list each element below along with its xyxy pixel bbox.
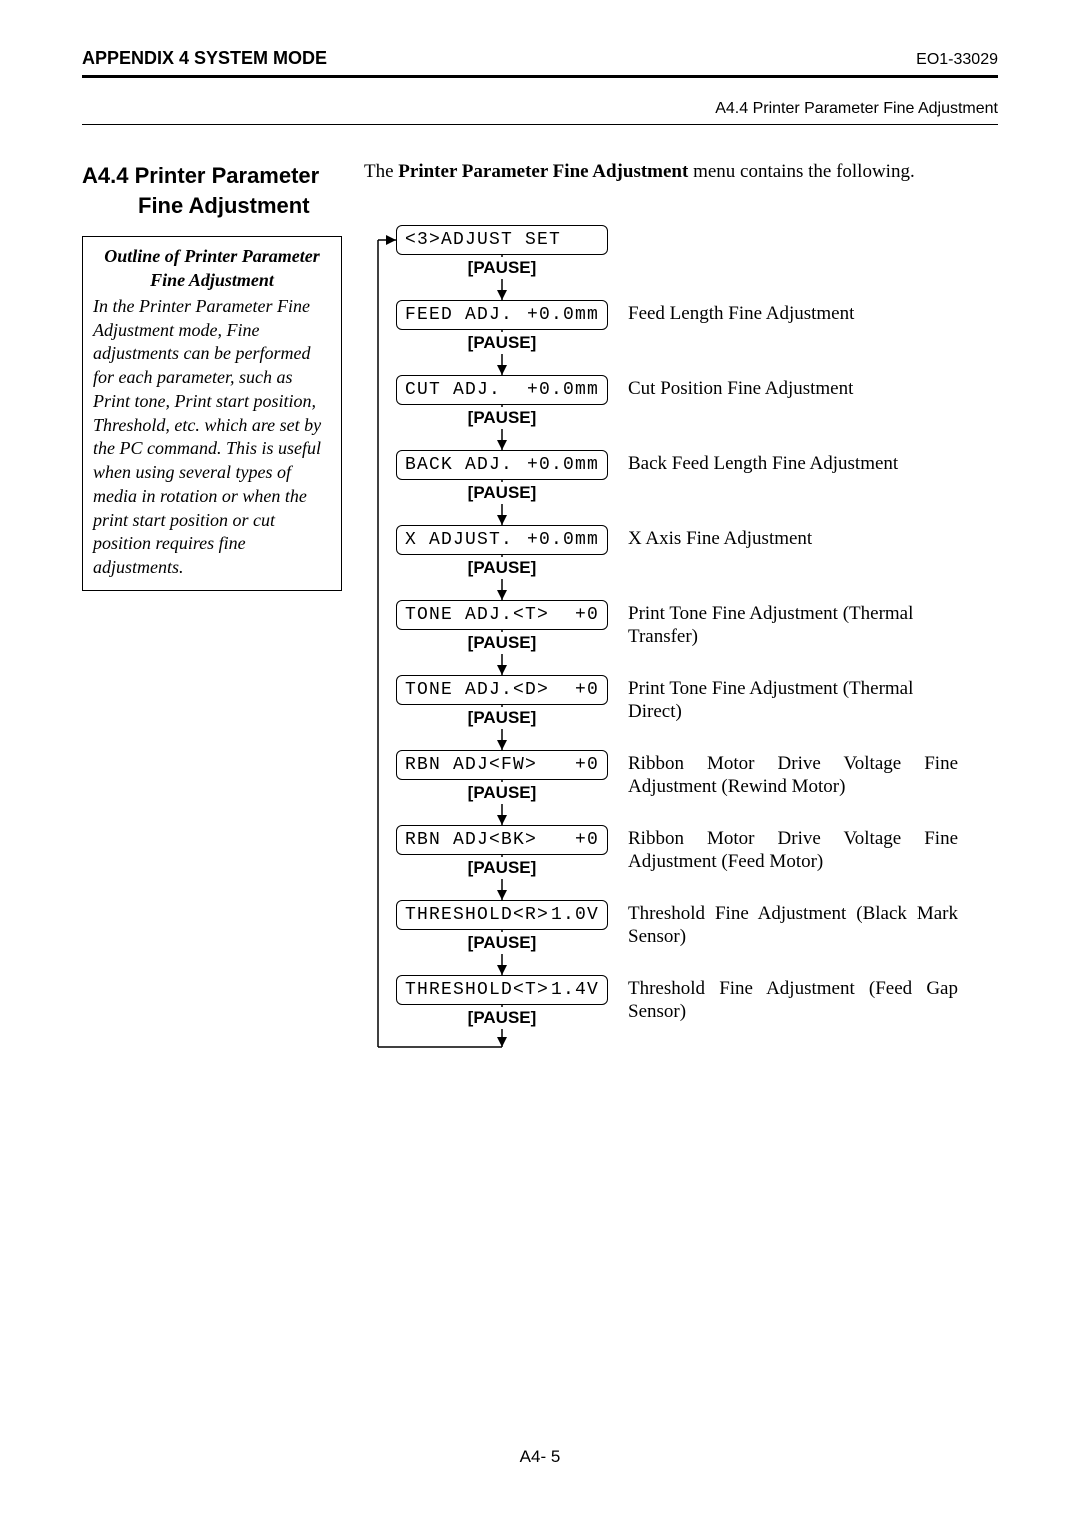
lcd-text-left: RBN ADJ<BK> bbox=[405, 826, 537, 854]
step-description: Ribbon Motor Drive Voltage Fine Adjustme… bbox=[628, 752, 958, 798]
step-description: Print Tone Fine Adjustment (Thermal Tran… bbox=[628, 602, 958, 648]
lcd-text-left: FEED ADJ. bbox=[405, 301, 513, 329]
lcd-text-left: TONE ADJ.<T> bbox=[405, 601, 549, 629]
pause-label: [PAUSE] bbox=[396, 407, 608, 429]
lcd-text-left: <3>ADJUST SET bbox=[405, 226, 561, 254]
lcd-text-left: TONE ADJ.<D> bbox=[405, 676, 549, 704]
header-appendix: APPENDIX 4 SYSTEM MODE bbox=[82, 48, 327, 69]
step-description: Threshold Fine Adjustment (Black Mark Se… bbox=[628, 902, 958, 948]
lcd-display: RBN ADJ<BK> +0 bbox=[396, 825, 608, 855]
intro-post: menu contains the following. bbox=[688, 161, 914, 182]
header-rule-thick bbox=[82, 75, 998, 78]
outline-title-l2: Fine Adjustment bbox=[150, 270, 274, 290]
header-rule-thin bbox=[82, 124, 998, 125]
lcd-text-right: +0 bbox=[575, 826, 599, 854]
lcd-text-left: X ADJUST. bbox=[405, 526, 513, 554]
lcd-display: BACK ADJ. +0.0mm bbox=[396, 450, 608, 480]
outline-box: Outline of Printer Parameter Fine Adjust… bbox=[82, 236, 342, 591]
intro-bold: Printer Parameter Fine Adjustment bbox=[398, 161, 688, 182]
step-description: Threshold Fine Adjustment (Feed Gap Sens… bbox=[628, 977, 958, 1023]
lcd-text-left: CUT ADJ. bbox=[405, 376, 501, 404]
pause-label: [PAUSE] bbox=[396, 332, 608, 354]
step-description: X Axis Fine Adjustment bbox=[628, 527, 958, 550]
pause-label: [PAUSE] bbox=[396, 557, 608, 579]
pause-label: [PAUSE] bbox=[396, 632, 608, 654]
lcd-display: THRESHOLD<R>1.0V bbox=[396, 900, 608, 930]
intro-pre: The bbox=[364, 161, 398, 182]
flow-arrows-svg bbox=[364, 225, 984, 1095]
lcd-text-right: +0.0mm bbox=[527, 526, 599, 554]
lcd-display: RBN ADJ<FW> +0 bbox=[396, 750, 608, 780]
pause-label: [PAUSE] bbox=[396, 707, 608, 729]
outline-title-l1: Outline of Printer Parameter bbox=[104, 246, 320, 266]
step-description: Print Tone Fine Adjustment (Thermal Dire… bbox=[628, 677, 958, 723]
intro-text: The Printer Parameter Fine Adjustment me… bbox=[364, 161, 998, 183]
step-description: Ribbon Motor Drive Voltage Fine Adjustme… bbox=[628, 827, 958, 873]
lcd-display: FEED ADJ. +0.0mm bbox=[396, 300, 608, 330]
lcd-text-left: BACK ADJ. bbox=[405, 451, 513, 479]
lcd-display: THRESHOLD<T>1.4V bbox=[396, 975, 608, 1005]
lcd-text-right: 1.0V bbox=[551, 901, 599, 929]
page-number: A4- 5 bbox=[0, 1447, 1080, 1467]
lcd-display: X ADJUST. +0.0mm bbox=[396, 525, 608, 555]
lcd-display: <3>ADJUST SET bbox=[396, 225, 608, 255]
pause-label: [PAUSE] bbox=[396, 257, 608, 279]
pause-label: [PAUSE] bbox=[396, 1007, 608, 1029]
lcd-text-left: THRESHOLD<T> bbox=[405, 976, 549, 1004]
pause-label: [PAUSE] bbox=[396, 482, 608, 504]
section-heading-line2: Fine Adjustment bbox=[82, 193, 310, 218]
section-heading: A4.4 Printer Parameter Fine Adjustment bbox=[82, 161, 342, 220]
step-description: Back Feed Length Fine Adjustment bbox=[628, 452, 958, 475]
lcd-text-right: +0.0mm bbox=[527, 301, 599, 329]
lcd-display: TONE ADJ.<T> +0 bbox=[396, 600, 608, 630]
lcd-display: TONE ADJ.<D> +0 bbox=[396, 675, 608, 705]
lcd-text-right: +0 bbox=[575, 751, 599, 779]
outline-body: In the Printer Parameter Fine Adjustment… bbox=[93, 295, 331, 580]
lcd-text-right: +0 bbox=[575, 601, 599, 629]
lcd-text-right: 1.4V bbox=[551, 976, 599, 1004]
pause-label: [PAUSE] bbox=[396, 857, 608, 879]
header-docnum: EO1-33029 bbox=[916, 51, 998, 69]
lcd-text-right: +0.0mm bbox=[527, 376, 599, 404]
pause-label: [PAUSE] bbox=[396, 782, 608, 804]
lcd-text-left: THRESHOLD<R> bbox=[405, 901, 549, 929]
section-heading-line1: A4.4 Printer Parameter bbox=[82, 163, 319, 188]
lcd-display: CUT ADJ. +0.0mm bbox=[396, 375, 608, 405]
step-description: Feed Length Fine Adjustment bbox=[628, 302, 958, 325]
outline-title: Outline of Printer Parameter Fine Adjust… bbox=[93, 245, 331, 293]
header-subsection: A4.4 Printer Parameter Fine Adjustment bbox=[82, 100, 998, 118]
step-description: Cut Position Fine Adjustment bbox=[628, 377, 958, 400]
lcd-text-left: RBN ADJ<FW> bbox=[405, 751, 537, 779]
lcd-text-right: +0 bbox=[575, 676, 599, 704]
lcd-text-right: +0.0mm bbox=[527, 451, 599, 479]
flow-diagram: <3>ADJUST SET [PAUSE] FEED ADJ. +0.0mm [PAUS… bbox=[364, 225, 998, 1055]
pause-label: [PAUSE] bbox=[396, 932, 608, 954]
